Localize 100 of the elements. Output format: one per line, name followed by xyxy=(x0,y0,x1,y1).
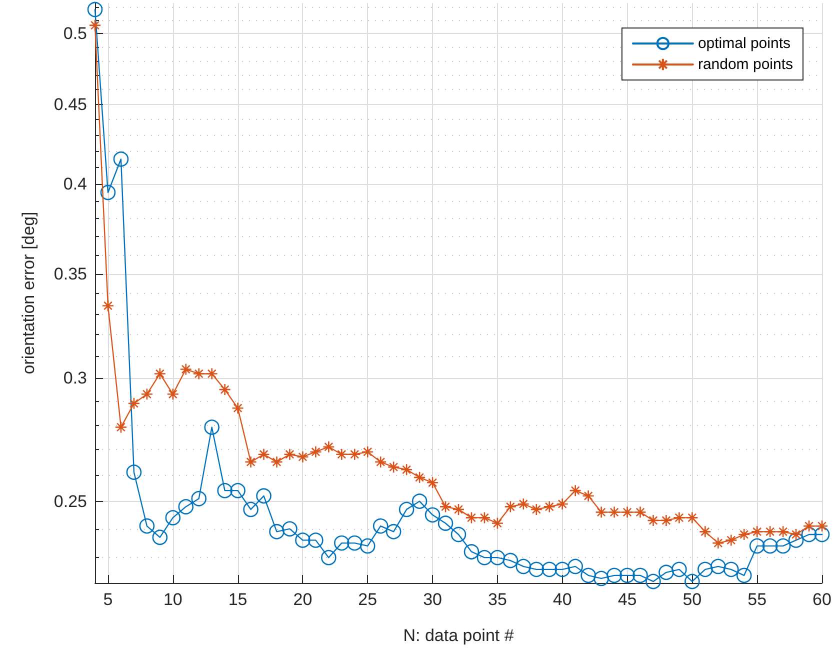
point xyxy=(594,570,609,586)
point xyxy=(554,562,570,578)
point xyxy=(568,558,583,574)
point xyxy=(128,397,140,410)
point xyxy=(658,564,674,580)
point xyxy=(452,503,465,516)
point xyxy=(336,448,348,461)
point xyxy=(217,482,232,498)
point xyxy=(374,456,387,468)
x-tick-label: 35 xyxy=(488,590,507,609)
point xyxy=(100,184,116,200)
point xyxy=(621,506,634,518)
legend-label: random points xyxy=(698,56,794,73)
point xyxy=(438,516,454,531)
point xyxy=(387,460,400,474)
point xyxy=(269,524,284,540)
x-tick-label: 50 xyxy=(682,590,702,609)
point xyxy=(738,528,750,541)
point xyxy=(646,574,661,590)
point xyxy=(372,518,388,534)
point xyxy=(712,536,724,550)
point xyxy=(270,456,283,468)
point xyxy=(413,471,426,484)
point xyxy=(165,510,181,526)
point xyxy=(517,498,530,510)
x-tick-label: 20 xyxy=(293,590,312,609)
point xyxy=(140,388,154,400)
point xyxy=(296,450,309,464)
point xyxy=(361,446,374,458)
point xyxy=(204,420,220,435)
point xyxy=(310,446,322,458)
point xyxy=(282,521,298,536)
point xyxy=(88,19,102,32)
point xyxy=(426,476,439,489)
point xyxy=(686,512,698,524)
point xyxy=(764,526,776,538)
point xyxy=(386,524,402,540)
point xyxy=(710,558,726,574)
point xyxy=(502,552,518,568)
point xyxy=(348,448,361,461)
point xyxy=(699,526,712,538)
point xyxy=(580,568,596,584)
point xyxy=(478,512,491,524)
x-tick-label: 45 xyxy=(618,590,637,609)
point xyxy=(139,518,155,534)
y-tick-label: 0.25 xyxy=(54,492,87,511)
point xyxy=(776,526,790,538)
point xyxy=(490,550,506,566)
point xyxy=(230,482,246,498)
point xyxy=(684,574,700,590)
point xyxy=(801,526,817,542)
x-axis-title: N: data point # xyxy=(403,626,514,645)
point xyxy=(191,490,207,506)
x-tick-label: 5 xyxy=(103,590,113,609)
point xyxy=(232,402,244,414)
point xyxy=(322,440,335,453)
x-tick-label: 40 xyxy=(552,590,572,609)
y-tick-label: 0.45 xyxy=(54,94,87,114)
point xyxy=(243,502,258,518)
point xyxy=(166,388,180,400)
point xyxy=(126,464,142,480)
point xyxy=(543,500,556,513)
point xyxy=(790,528,802,541)
point xyxy=(412,494,428,509)
point xyxy=(400,463,413,476)
point xyxy=(582,490,594,502)
point xyxy=(465,512,478,524)
point xyxy=(542,562,558,578)
point xyxy=(464,544,480,560)
point xyxy=(180,363,192,376)
point xyxy=(647,514,660,527)
point xyxy=(816,520,828,532)
point xyxy=(595,506,608,518)
point xyxy=(360,538,376,554)
x-tick-label: 15 xyxy=(228,590,248,609)
x-tick-label: 25 xyxy=(358,590,378,609)
point xyxy=(788,532,804,548)
point xyxy=(606,568,622,584)
point xyxy=(284,448,296,461)
y-tick-label: 0.5 xyxy=(63,24,87,43)
point xyxy=(295,532,310,548)
point xyxy=(516,558,532,574)
point xyxy=(154,368,166,380)
point xyxy=(87,2,103,18)
point xyxy=(476,550,492,566)
point xyxy=(528,562,544,578)
x-tick-label: 10 xyxy=(163,590,182,609)
point xyxy=(723,562,739,578)
point xyxy=(114,421,128,434)
x-tick-label: 55 xyxy=(748,590,767,609)
point xyxy=(530,503,543,516)
point xyxy=(632,568,648,584)
point xyxy=(504,500,517,513)
point xyxy=(113,152,129,167)
x-tick-label: 30 xyxy=(423,590,442,609)
point xyxy=(192,368,206,380)
point xyxy=(178,499,194,514)
point xyxy=(762,538,778,554)
point xyxy=(620,568,635,584)
point xyxy=(321,550,336,566)
